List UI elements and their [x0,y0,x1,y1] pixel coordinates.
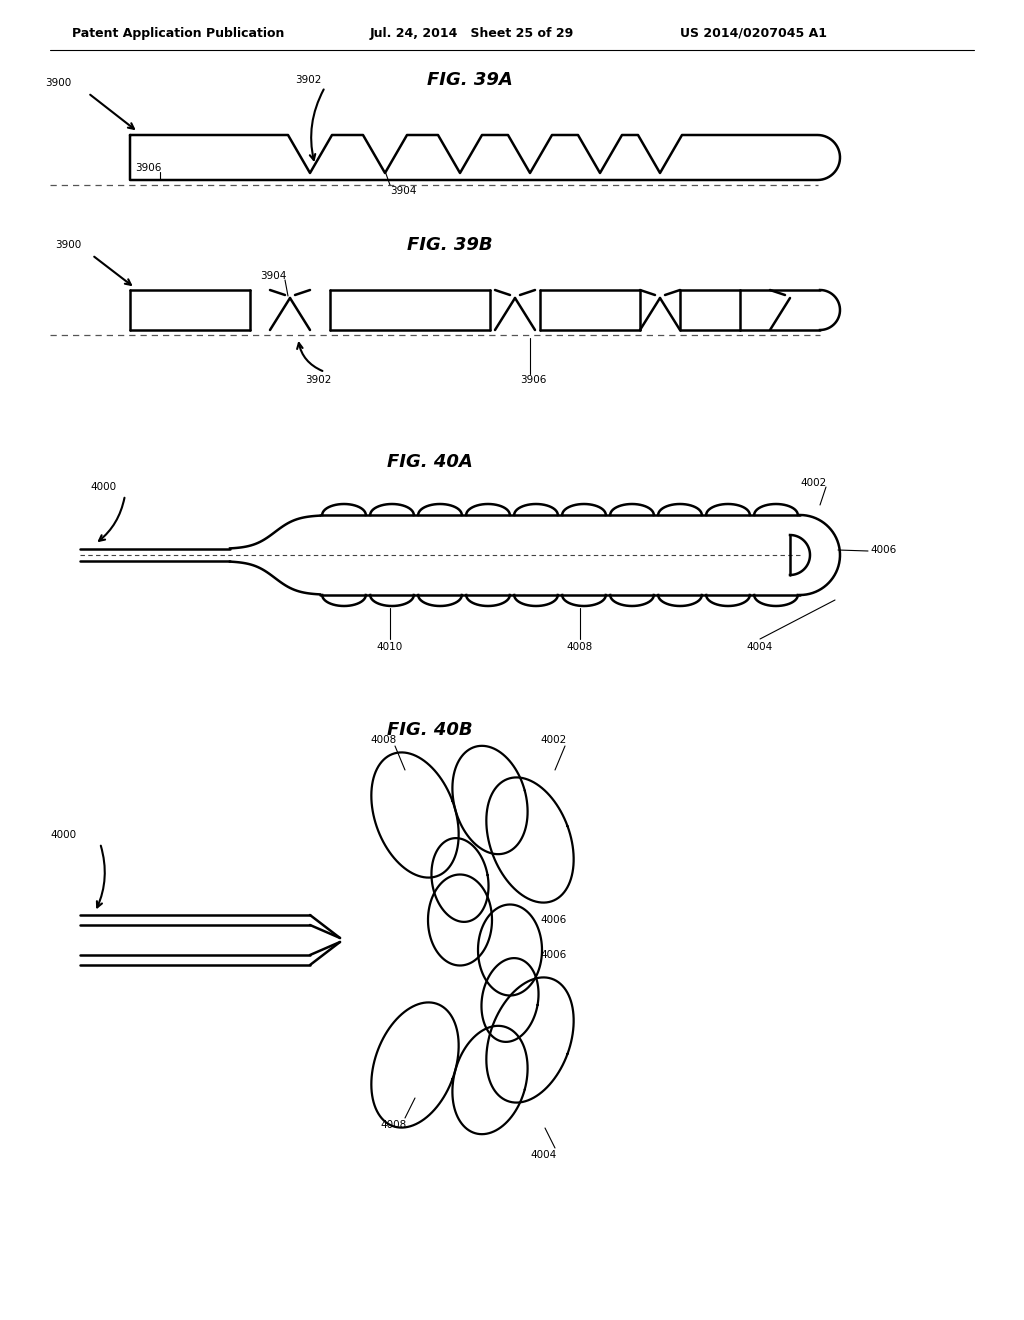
Text: 4002: 4002 [800,478,826,488]
Text: 4004: 4004 [746,642,773,652]
Text: US 2014/0207045 A1: US 2014/0207045 A1 [680,26,827,40]
Text: Jul. 24, 2014   Sheet 25 of 29: Jul. 24, 2014 Sheet 25 of 29 [370,26,574,40]
Text: FIG. 40B: FIG. 40B [387,721,473,739]
Text: 4006: 4006 [540,950,566,960]
Text: 4008: 4008 [370,735,396,744]
Text: 3904: 3904 [390,186,417,195]
Text: 4000: 4000 [50,830,76,840]
Text: 3902: 3902 [295,75,322,84]
Text: 4000: 4000 [90,482,116,492]
Text: 3904: 3904 [260,271,287,281]
Text: 4008: 4008 [567,642,593,652]
Text: 3902: 3902 [305,375,332,385]
Text: 4006: 4006 [870,545,896,554]
Text: 4002: 4002 [540,735,566,744]
Text: 3906: 3906 [520,375,547,385]
Text: 4010: 4010 [377,642,403,652]
Text: 4008: 4008 [380,1119,407,1130]
Text: 4004: 4004 [530,1150,556,1160]
Text: FIG. 39A: FIG. 39A [427,71,513,88]
Text: Patent Application Publication: Patent Application Publication [72,26,285,40]
Text: 3900: 3900 [45,78,72,88]
Text: 4006: 4006 [540,915,566,925]
Text: FIG. 39B: FIG. 39B [408,236,493,253]
Text: 3906: 3906 [135,162,162,173]
Text: FIG. 40A: FIG. 40A [387,453,473,471]
Text: 3900: 3900 [55,240,81,249]
